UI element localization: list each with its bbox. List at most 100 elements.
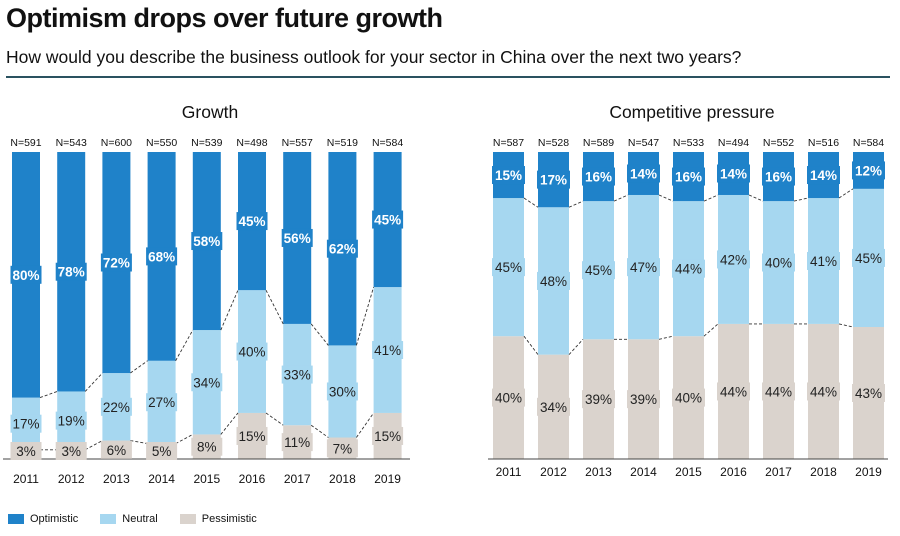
value-label-pessimistic: 8% [197,440,217,455]
value-label-neutral: 40% [238,345,265,360]
value-label-optimistic-bg [236,212,268,231]
chart-title: Growth [182,102,238,122]
connector-neutral [523,197,539,208]
value-label-neutral: 41% [810,254,837,269]
x-tick-label: 2014 [630,465,657,479]
value-label-optimistic: 45% [374,213,401,228]
connector-pessimistic [658,335,674,340]
connector-neutral [613,194,629,202]
value-label-neutral: 47% [630,260,657,275]
value-label-optimistic-bg [100,253,132,272]
value-label-optimistic-bg [281,228,313,247]
legend-swatch-pessimistic [179,514,196,524]
value-label-neutral: 48% [540,274,567,289]
legend-item-optimistic: Optimistic [8,513,78,525]
sample-size-label: N=533 [673,137,704,149]
connector-pessimistic [220,412,239,435]
value-label-neutral-bg [236,342,268,361]
sample-size-label: N=600 [101,137,132,149]
page-subtitle: How would you describe the business outl… [6,47,742,67]
value-label-neutral: 33% [284,368,311,383]
value-label-pessimistic-bg [582,390,615,409]
value-label-neutral-bg [717,250,750,269]
value-label-pessimistic: 3% [16,444,36,459]
connector-pessimistic [568,338,584,355]
value-label-optimistic: 15% [495,168,522,183]
value-label-neutral-bg [191,373,223,392]
value-label-neutral-bg [281,365,313,384]
value-label-neutral: 30% [329,384,356,399]
connector-neutral [838,188,854,199]
value-label-optimistic: 14% [720,166,747,181]
sample-size-label: N=591 [10,137,41,149]
value-label-pessimistic: 5% [152,444,172,459]
legend-swatch-neutral [100,514,117,524]
value-label-neutral: 45% [585,263,612,278]
value-label-pessimistic-bg [191,437,223,456]
value-label-pessimistic-bg [717,382,750,401]
value-label-pessimistic-bg [762,382,795,401]
chart-1: Competitive pressure 40% 45% 15% 34% 48% 17% 39… [488,102,888,479]
x-tick-label: 2012 [58,472,85,486]
sample-size-label: N=552 [763,137,794,149]
value-label-neutral: 42% [720,252,747,267]
value-label-neutral: 34% [193,375,220,390]
value-label-neutral: 45% [855,251,882,266]
value-label-optimistic: 45% [238,214,265,229]
value-label-neutral: 19% [58,414,85,429]
value-label-pessimistic: 6% [107,443,127,458]
connector-neutral [175,329,194,361]
value-label-optimistic-bg [55,262,87,281]
value-label-pessimistic-bg [10,442,42,460]
x-tick-label: 2014 [148,472,175,486]
value-label-optimistic: 16% [585,170,612,185]
connector-neutral [703,194,719,202]
sample-size-label: N=589 [583,137,614,149]
sample-size-label: N=584 [853,137,884,149]
value-label-neutral-bg [582,261,615,280]
sample-size-label: N=584 [372,137,403,149]
value-label-optimistic-bg [10,265,42,284]
value-label-neutral: 22% [103,400,130,415]
x-tick-label: 2016 [239,472,266,486]
connector-neutral [355,286,375,346]
value-label-optimistic: 14% [630,166,657,181]
connector-pessimistic [310,424,329,438]
sample-size-label: N=543 [56,137,87,149]
value-label-optimistic-bg [807,166,840,185]
value-label-optimistic: 56% [284,231,311,246]
connector-neutral [130,360,148,374]
value-label-pessimistic: 39% [630,392,657,407]
x-tick-label: 2019 [855,465,882,479]
value-label-optimistic: 80% [12,268,39,283]
value-label-pessimistic: 39% [585,392,612,407]
connector-neutral [568,200,584,208]
connector-pessimistic [838,323,854,328]
value-label-pessimistic-bg [100,440,132,459]
value-label-neutral-bg [627,258,660,277]
x-tick-label: 2019 [374,472,401,486]
value-label-optimistic-bg [191,232,223,251]
value-label-pessimistic-bg [627,390,660,409]
legend-item-neutral: Neutral [100,513,158,525]
value-label-optimistic-bg [717,164,750,183]
value-label-neutral: 45% [495,260,522,275]
value-label-pessimistic: 44% [720,384,747,399]
value-label-pessimistic-bg [852,383,885,402]
x-tick-label: 2018 [329,472,356,486]
chart-legend: Optimistic Neutral Pessimistic [8,513,279,525]
value-label-pessimistic: 11% [284,435,310,450]
connector-neutral [39,391,58,399]
value-label-pessimistic: 40% [675,391,702,406]
value-label-pessimistic-bg [807,382,840,401]
value-label-optimistic: 16% [765,170,792,185]
legend-label-pessimistic: Pessimistic [201,513,257,525]
sample-size-label: N=587 [493,137,524,149]
legend-label-optimistic: Optimistic [30,513,79,525]
legend-swatch-optimistic [8,514,24,524]
connector-neutral [265,289,284,325]
value-label-optimistic-bg [672,167,705,186]
x-tick-label: 2017 [284,472,311,486]
value-label-neutral-bg [852,248,885,267]
value-label-pessimistic: 3% [61,444,81,459]
